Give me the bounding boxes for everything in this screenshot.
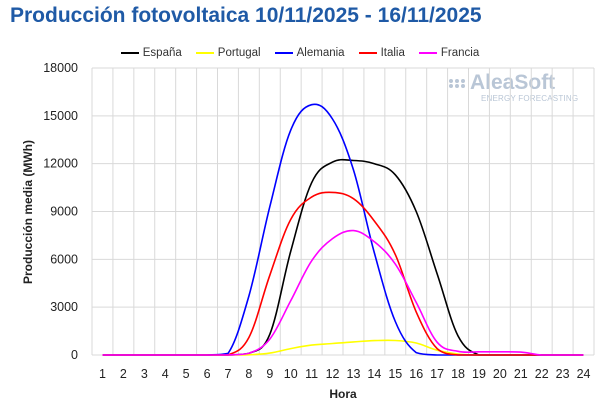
logo-dots-icon	[449, 78, 466, 88]
legend-swatch	[418, 52, 437, 54]
y-tick-label: 12000	[43, 157, 78, 171]
x-tick-label: 3	[141, 367, 148, 381]
legend-swatch	[274, 52, 293, 54]
legend-item-italia: Italia	[358, 47, 405, 59]
logo-brand: AleaSoft	[470, 71, 556, 94]
x-tick-label: 13	[347, 367, 361, 381]
x-tick-label: 7	[224, 367, 231, 381]
x-tick-label: 9	[266, 367, 273, 381]
legend-item-espana: España	[120, 47, 182, 59]
x-tick-label: 17	[430, 367, 444, 381]
logo-tagline: ENERGY FORECASTING	[481, 94, 579, 103]
legend-item-portugal: Portugal	[195, 47, 261, 59]
legend-swatch	[358, 52, 377, 54]
x-tick-label: 16	[409, 367, 423, 381]
x-tick-label: 18	[451, 367, 465, 381]
x-tick-label: 8	[245, 367, 252, 381]
legend-label: Portugal	[217, 47, 261, 59]
x-tick-label: 12	[326, 367, 340, 381]
x-tick-label: 14	[367, 367, 381, 381]
x-tick-label: 21	[514, 367, 528, 381]
legend-swatch	[195, 52, 214, 54]
x-tick-label: 6	[204, 367, 211, 381]
y-tick-label: 18000	[43, 61, 78, 75]
legend-label: Alemania	[296, 47, 345, 59]
legend-swatch	[120, 52, 139, 54]
legend-item-francia: Francia	[418, 47, 480, 59]
x-tick-label: 1	[99, 367, 106, 381]
x-tick-label: 10	[284, 367, 298, 381]
chart-title: Producción fotovoltaica 10/11/2025 - 16/…	[10, 4, 482, 27]
y-tick-label: 3000	[50, 300, 78, 314]
chart-series	[102, 103, 584, 356]
legend-label: Francia	[440, 47, 480, 59]
x-tick-label: 20	[493, 367, 507, 381]
x-axis-label: Hora	[329, 387, 357, 401]
legend-label: España	[142, 47, 182, 59]
x-tick-label: 24	[577, 367, 591, 381]
legend-label: Italia	[380, 47, 405, 59]
x-tick-label: 5	[183, 367, 190, 381]
x-tick-label: 22	[535, 367, 549, 381]
y-tick-label: 6000	[50, 252, 78, 266]
x-tick-label: 4	[162, 367, 169, 381]
y-tick-label: 15000	[43, 109, 78, 123]
x-tick-label: 15	[388, 367, 402, 381]
x-tick-label: 2	[120, 367, 127, 381]
series-line-francia	[102, 229, 584, 356]
x-tick-label: 23	[556, 367, 570, 381]
chart-grid	[91, 67, 595, 356]
y-tick-label: 9000	[50, 205, 78, 219]
legend-item-alemania: Alemania	[274, 47, 345, 59]
y-tick-label: 0	[71, 348, 78, 362]
y-axis-label: Producción media (MWh)	[21, 140, 35, 284]
chart-legend: España Portugal Alemania Italia Francia	[0, 47, 600, 59]
x-tick-label: 19	[472, 367, 486, 381]
aleasoft-logo: AleaSoft ENERGY FORECASTING	[449, 71, 579, 103]
x-tick-label: 11	[305, 367, 318, 381]
